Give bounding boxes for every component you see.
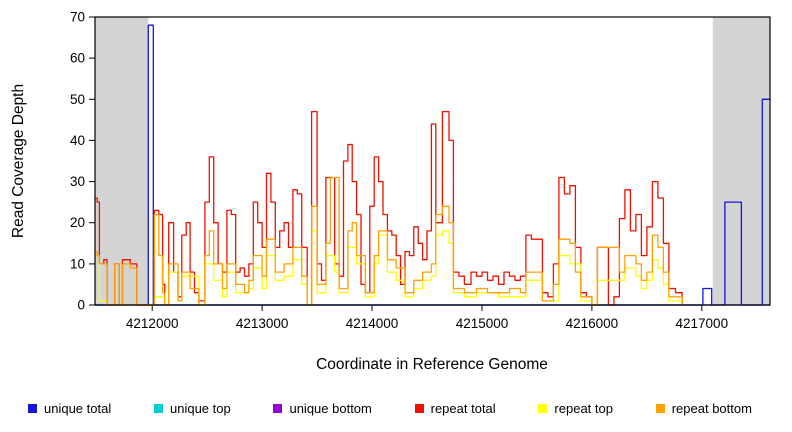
y-axis-title: Read Coverage Depth [10,84,27,238]
legend-swatch-unique-bottom [273,403,283,413]
legend-item-unique-top: unique top [153,400,231,416]
series-repeat-total [95,110,683,306]
y-tick-label: 60 [70,51,85,66]
plot-border [94,16,771,306]
legend-label-unique-bottom: unique bottom [289,400,372,416]
legend-item-unique-bottom: unique bottom [273,400,372,416]
x-tick-label: 4212000 [126,316,179,331]
series-repeat-bottom [95,176,683,306]
x-tick-label: 4214000 [346,316,399,331]
legend-item-unique-total: unique total [28,401,111,416]
legend-label-repeat-top: repeat top [554,400,613,416]
legend-item-repeat-bottom: repeat bottom [655,400,752,416]
legend-item-repeat-total: repeat total [414,400,496,416]
legend-label-unique-top: unique top [169,400,231,416]
legend-swatch-repeat-bottom [655,403,665,413]
legend-label-unique-total: unique total [44,400,112,416]
x-axis-title: Coordinate in Reference Genome [316,356,548,373]
legend-swatch-unique-total [28,403,37,413]
legend-item-repeat-top: repeat top [538,401,613,416]
legend-swatch-unique-top [153,403,163,413]
legend-swatch-repeat-total [414,403,424,413]
y-tick-label: 70 [70,10,85,25]
y-tick-label: 40 [70,133,85,148]
coverage-plot: 4212000 4213000 4214000 4215000 4216000 42170… [10,10,771,373]
x-tick-label: 4216000 [566,316,619,331]
y-tick-label: 10 [70,256,85,271]
legend-label-repeat-bottom: repeat bottom [671,400,752,416]
legend-label-repeat-total: repeat total [430,400,496,416]
y-tick-label: 20 [70,215,85,230]
x-tick-label: 4217000 [676,316,729,331]
series-repeat-top [95,230,683,306]
plot-legend: unique total unique top unique bottom repea… [0,384,792,432]
x-tick-label: 4213000 [236,316,289,331]
masked-region [95,17,149,305]
y-tick-label: 30 [70,174,85,189]
legend-swatch-repeat-top [538,403,548,413]
y-tick-label: 50 [70,92,85,107]
x-tick-label: 4215000 [456,316,509,331]
y-tick-label: 0 [77,298,85,313]
